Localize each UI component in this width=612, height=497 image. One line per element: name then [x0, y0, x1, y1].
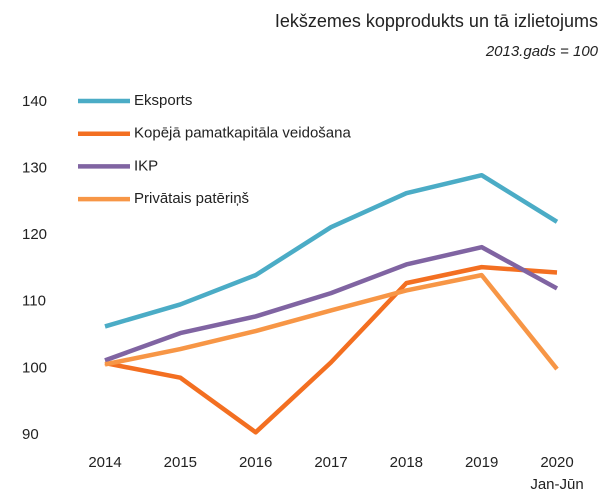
y-tick-label: 90: [22, 426, 39, 443]
legend-label: Kopējā pamatkapitāla veidošana: [134, 125, 351, 142]
x-tick-label: 2016: [238, 454, 273, 471]
y-tick-label: 110: [22, 293, 46, 310]
x-tick-label: 2019: [464, 454, 499, 471]
y-tick-label: 120: [22, 226, 47, 243]
x-tick-label: 2017: [314, 454, 348, 471]
series-line: [104, 172, 559, 329]
legend-label: IKP: [134, 157, 158, 174]
x-tick-label: 2018: [389, 454, 424, 471]
x-tick-label: 2020 Jan-Jūn: [530, 454, 584, 493]
y-tick-label: 100: [22, 359, 47, 376]
series-line: [104, 244, 559, 363]
series-line: [104, 264, 558, 435]
x-tick-label: 2015: [163, 454, 198, 471]
chart-subtitle: 2013.gads = 100: [485, 43, 599, 60]
chart-title: Iekšzemes kopprodukts un tā izlietojums: [275, 11, 598, 31]
y-tick-label: 130: [22, 160, 47, 177]
x-tick-label: 2014: [88, 454, 122, 471]
legend-label: Eksports: [134, 92, 192, 109]
y-tick-label: 140: [22, 93, 47, 110]
series-line: [104, 272, 559, 371]
legend-label: Privātais patēriņš: [134, 190, 249, 207]
